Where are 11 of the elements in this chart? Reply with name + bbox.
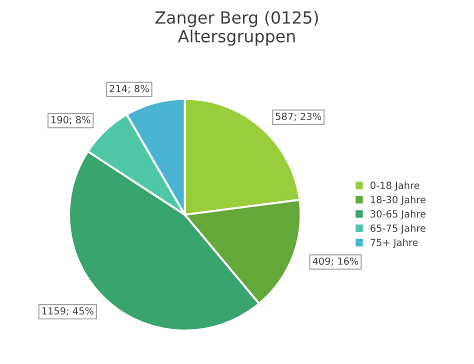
legend-label: 30-65 Jahre: [370, 210, 426, 220]
legend-label: 75+ Jahre: [370, 238, 418, 248]
data-label: 587; 23%: [276, 112, 322, 122]
data-label: 409; 16%: [312, 257, 358, 266]
data-label: 214; 8%: [110, 84, 149, 94]
legend-label: 0-18 Jahre: [370, 182, 420, 191]
data-label: 190; 8%: [52, 116, 90, 124]
legend-label: 18-30 Jahre: [370, 196, 426, 206]
chart-title: Zanger Berg (0125) Altersgruppen: [155, 10, 318, 46]
data-label: 1159; 45%: [42, 307, 94, 316]
legend-label: 65-75 Jahre: [370, 224, 426, 234]
